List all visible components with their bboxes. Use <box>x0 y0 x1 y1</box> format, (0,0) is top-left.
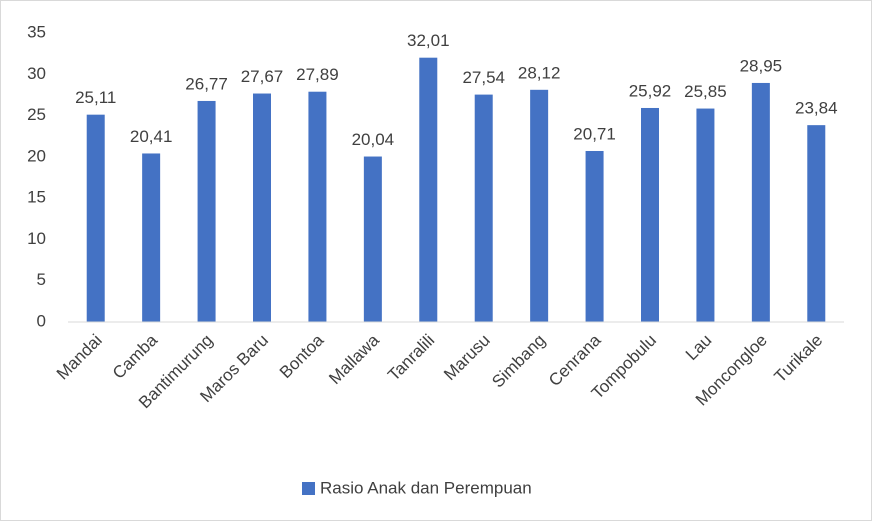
value-label: 26,77 <box>185 74 228 93</box>
bar <box>641 107 659 322</box>
value-label: 28,12 <box>518 63 561 82</box>
y-tick-label: 10 <box>27 229 46 248</box>
value-label: 27,89 <box>296 65 339 84</box>
bar <box>142 153 161 322</box>
value-label: 25,85 <box>684 82 727 101</box>
y-tick-label: 0 <box>37 311 46 330</box>
value-label: 20,71 <box>573 124 616 143</box>
value-label: 20,41 <box>130 127 173 146</box>
value-label: 25,92 <box>629 81 672 100</box>
legend-swatch <box>302 482 315 495</box>
bar <box>86 114 105 322</box>
value-label: 32,01 <box>407 31 450 50</box>
bar <box>585 150 604 322</box>
value-label: 28,95 <box>740 56 783 75</box>
bar <box>474 94 493 322</box>
y-tick-label: 30 <box>27 64 46 83</box>
y-tick-label: 35 <box>27 22 46 41</box>
legend-label: Rasio Anak dan Perempuan <box>320 478 532 497</box>
bar <box>419 57 438 323</box>
bar <box>363 156 382 322</box>
y-tick-label: 5 <box>37 270 46 289</box>
value-label: 20,04 <box>352 130 395 149</box>
y-tick-label: 20 <box>27 146 46 165</box>
value-label: 23,84 <box>795 99 838 118</box>
value-label: 27,54 <box>462 68 505 87</box>
y-tick-label: 25 <box>27 105 46 124</box>
bar <box>308 91 327 322</box>
bar <box>530 89 549 322</box>
y-tick-label: 15 <box>27 188 46 207</box>
bar <box>197 100 216 322</box>
value-label: 25,11 <box>75 88 116 107</box>
bar <box>807 125 826 322</box>
bar <box>696 108 715 322</box>
bar <box>751 82 770 322</box>
value-label: 27,67 <box>241 67 284 86</box>
bar <box>253 93 271 322</box>
